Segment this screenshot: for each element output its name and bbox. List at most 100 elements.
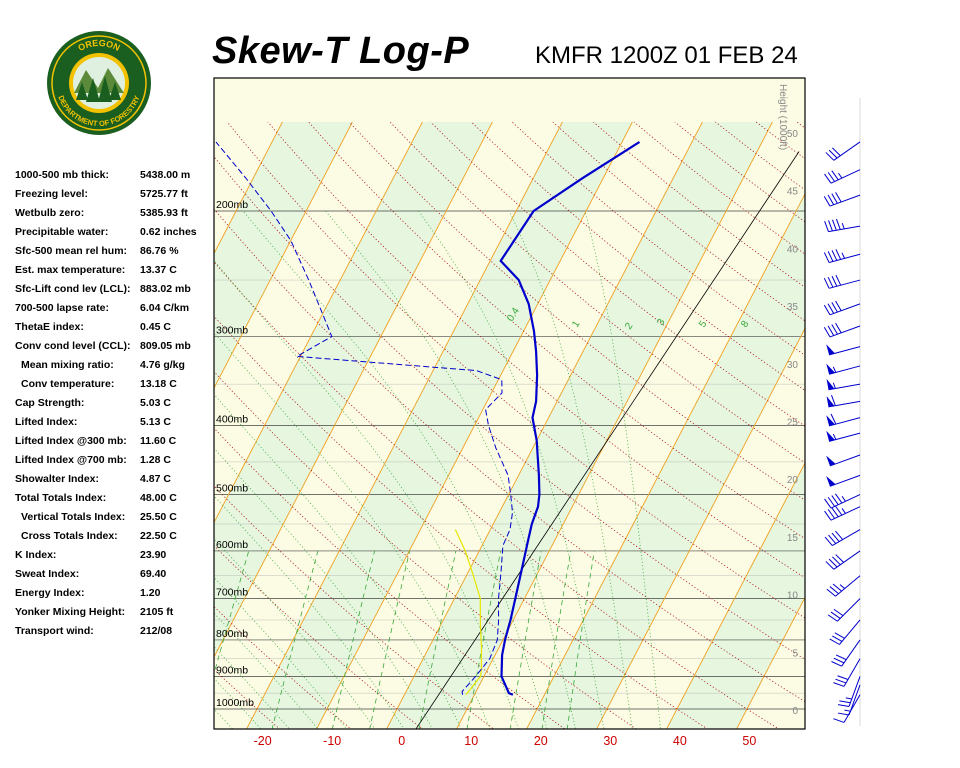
wind-barb-flag bbox=[831, 302, 838, 313]
wind-barb-flag bbox=[823, 278, 830, 289]
wind-barb bbox=[824, 169, 861, 184]
isotherm-line bbox=[214, 121, 423, 524]
skew-t-plot-area: 0.41 2 3 5 8 bbox=[0, 78, 960, 739]
wind-barb bbox=[824, 493, 861, 509]
index-value: 0.45 C bbox=[140, 321, 171, 333]
dry-adiabat-line bbox=[214, 668, 281, 729]
index-label: Freezing level: bbox=[15, 188, 88, 200]
parcel-path-line bbox=[454, 529, 483, 696]
wind-barb-flag bbox=[835, 192, 842, 203]
index-row: Sfc-500 mean rel hum: 86.76 % bbox=[15, 245, 215, 264]
wind-barb-flag bbox=[829, 638, 840, 645]
index-label: Est. max temperature: bbox=[15, 264, 126, 276]
dry-adiabat-line bbox=[796, 121, 805, 129]
wind-barb-pennant bbox=[826, 475, 836, 487]
isotherm-band bbox=[0, 122, 72, 739]
isotherm-band bbox=[0, 122, 212, 739]
wind-barb-flag bbox=[828, 149, 838, 159]
isotherm-line bbox=[0, 122, 2, 739]
wind-barb-flag bbox=[830, 413, 837, 425]
wind-barb-flag bbox=[835, 274, 842, 286]
wind-barb bbox=[833, 694, 861, 723]
chart-title: Skew-T Log-P bbox=[212, 30, 470, 72]
index-label: Sweat Index: bbox=[15, 568, 80, 580]
wind-barb-flag bbox=[831, 532, 840, 542]
wind-barb bbox=[837, 684, 861, 716]
index-value: 22.50 C bbox=[140, 530, 177, 542]
index-value: 6.04 C/km bbox=[140, 302, 190, 314]
wind-barb-flag bbox=[833, 718, 845, 723]
wind-barb-flag bbox=[829, 586, 839, 595]
wind-barb-flag bbox=[835, 678, 847, 684]
wind-barb bbox=[823, 274, 861, 289]
wind-barb-flag bbox=[837, 675, 849, 680]
wind-barb bbox=[837, 676, 861, 707]
index-value: 86.76 % bbox=[140, 245, 179, 257]
wind-barb-flag bbox=[823, 304, 831, 316]
isotherm-line bbox=[596, 327, 805, 729]
wind-barb-flag bbox=[827, 194, 835, 205]
index-value: 5.13 C bbox=[140, 416, 171, 428]
wind-barb-flag bbox=[827, 276, 834, 288]
index-label: K Index: bbox=[15, 549, 57, 561]
index-value: 4.76 g/kg bbox=[140, 359, 185, 371]
wind-barb-staff bbox=[832, 529, 861, 547]
index-row: Precipitable water: 0.62 inches bbox=[15, 226, 215, 245]
index-value: 212/08 bbox=[140, 625, 173, 637]
wind-barb-flag bbox=[834, 632, 845, 639]
wind-barb-flag bbox=[827, 325, 835, 336]
dry-adiabat-line bbox=[214, 261, 780, 729]
wind-barb-flag bbox=[832, 219, 837, 231]
mixing-ratio-label: 5 bbox=[697, 319, 710, 330]
height-tick-label: 10 bbox=[787, 591, 799, 602]
dry-adiabat-line bbox=[349, 121, 805, 501]
index-row: Showalter Index: 4.87 C bbox=[15, 473, 215, 492]
wind-barb-flag bbox=[835, 493, 843, 504]
wind-barb-staff bbox=[829, 454, 861, 467]
temperature-tick-label: 30 bbox=[603, 734, 617, 748]
mixing-ratio-line bbox=[566, 550, 595, 729]
moist-adiabat-line bbox=[214, 259, 519, 729]
mixing-ratio-line bbox=[214, 550, 250, 676]
wind-barb-staff bbox=[848, 684, 861, 716]
index-row: Lifted Index: 5.13 C bbox=[15, 416, 215, 435]
wind-barb-half-flag bbox=[841, 252, 846, 259]
temperature-tick-label: 20 bbox=[534, 734, 548, 748]
isotherm-line bbox=[802, 122, 960, 739]
pressure-label: 300mb bbox=[216, 324, 248, 336]
wind-barb-flag bbox=[830, 611, 841, 619]
wind-barb-pennant bbox=[826, 455, 836, 466]
index-value: 13.37 C bbox=[140, 264, 177, 276]
index-row: Mean mixing ratio: 4.76 g/kg bbox=[15, 359, 215, 378]
wind-barb-staff bbox=[829, 325, 861, 338]
height-axis-title: Height (1000ft) bbox=[777, 84, 788, 150]
wind-barb bbox=[824, 505, 861, 521]
index-value: 48.00 C bbox=[140, 492, 177, 504]
index-label: 700-500 lapse rate: bbox=[15, 302, 109, 314]
height-tick-label: 5 bbox=[792, 648, 798, 659]
index-value: 5.03 C bbox=[140, 397, 171, 409]
wind-barb-flag bbox=[832, 635, 843, 642]
wind-barb bbox=[823, 300, 861, 316]
dry-adiabat-line bbox=[0, 122, 219, 739]
wind-barb-flag bbox=[823, 196, 831, 207]
index-row: Lifted Index @700 mb: 1.28 C bbox=[15, 454, 215, 473]
temperature-tick-label: 10 bbox=[464, 734, 478, 748]
height-tick-label: 20 bbox=[787, 475, 799, 486]
isotherm-line bbox=[0, 122, 72, 739]
index-label: Cross Totals Index: bbox=[21, 530, 118, 542]
wind-barb-staff bbox=[848, 676, 861, 707]
wind-barb-flag bbox=[831, 661, 842, 667]
moist-adiabat-line bbox=[584, 210, 661, 729]
pressure-label: 200mb bbox=[216, 199, 248, 211]
wind-barb bbox=[823, 192, 861, 207]
index-value: 5438.00 m bbox=[140, 169, 191, 181]
temperature-tick-label: -10 bbox=[323, 734, 341, 748]
wind-barb-pennant bbox=[826, 396, 835, 407]
wind-barb-flag bbox=[837, 712, 850, 716]
index-label: Yonker Mixing Height: bbox=[15, 606, 126, 618]
wind-barb-flag bbox=[824, 510, 832, 521]
wind-barb bbox=[826, 378, 861, 391]
index-label: Vertical Totals Index: bbox=[21, 511, 126, 523]
